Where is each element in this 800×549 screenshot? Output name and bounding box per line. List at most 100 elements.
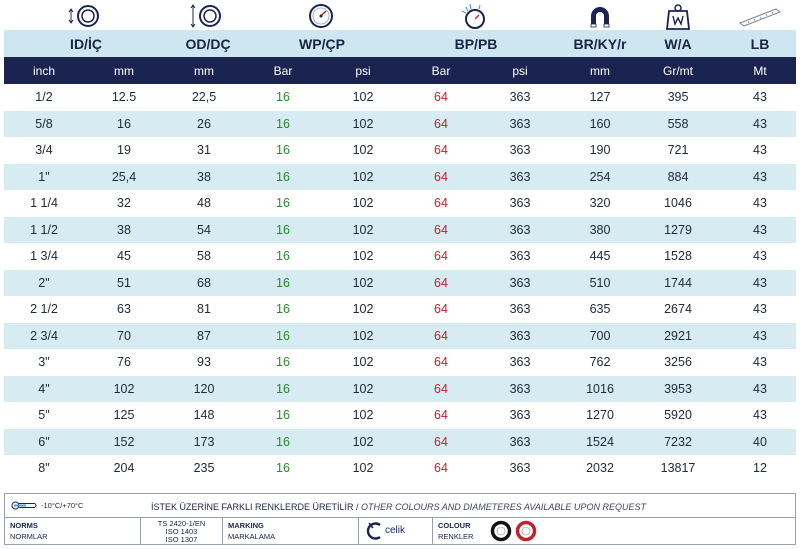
table-cell: 363 [509, 302, 531, 316]
table-row: 4" 102 120 16 102 64 363 1016 3953 43 [4, 375, 796, 402]
bend-radius-magnet-icon [590, 7, 610, 28]
table-cell: 31 [197, 143, 211, 157]
table-cell: 2674 [664, 302, 692, 316]
col-header-id: ID/İÇ [70, 36, 102, 52]
celik-logo-icon [366, 522, 381, 540]
availability-note-tr: İSTEK ÜZERİNE FARKLI RENKLERDE ÜRETİLİR … [151, 502, 359, 512]
table-cell: 16 [276, 143, 290, 157]
standard-item: TS 2420-1/EN [157, 519, 206, 528]
table-cell: 43 [753, 143, 767, 157]
unit-cell: Bar [273, 64, 293, 78]
table-row: 2 3/4 70 87 16 102 64 363 700 2921 43 [4, 322, 796, 349]
outer-diameter-icon [190, 4, 221, 28]
table-row: 1 3/4 45 58 16 102 64 363 445 1528 43 [4, 243, 796, 270]
table-cell: 1" [38, 169, 50, 184]
table-cell: 16 [276, 196, 290, 210]
unit-cell: Mt [753, 64, 767, 78]
col-header-wp: WP/ÇP [299, 36, 345, 52]
table-cell: 43 [753, 275, 767, 290]
table-cell: 64 [434, 116, 448, 131]
table-cell: 127 [589, 90, 611, 104]
table-cell: 45 [117, 249, 131, 263]
table-cell: 12 [753, 461, 767, 475]
table-cell: 26 [197, 116, 211, 131]
table-cell: 16 [276, 408, 290, 422]
table-cell: 5/8 [35, 116, 53, 131]
table-cell: 102 [352, 143, 374, 157]
table-cell: 7232 [664, 434, 692, 449]
temperature-range: -10°C/+70°C [11, 501, 83, 510]
table-cell: 16 [276, 461, 290, 475]
table-row: 2 1/2 63 81 16 102 64 363 635 2674 43 [4, 296, 796, 323]
table-cell: 81 [197, 302, 211, 316]
table-cell: 1524 [586, 434, 614, 449]
table-cell: 43 [753, 90, 767, 104]
unit-cell: mm [114, 64, 134, 78]
table-cell: 1528 [664, 249, 692, 263]
table-cell: 64 [434, 169, 448, 184]
table-cell: 54 [197, 222, 211, 237]
table-cell: 204 [113, 461, 135, 475]
col-header-br: BR/KY/r [573, 36, 627, 52]
table-cell: 43 [753, 222, 767, 237]
norms-label: NORMS [10, 521, 38, 530]
pressure-gauge-icon [309, 4, 333, 28]
table-cell: 32 [117, 196, 131, 210]
table-cell: 64 [434, 302, 448, 316]
table-cell: 102 [352, 222, 374, 237]
colour-label-tr: RENKLER [438, 532, 474, 541]
table-body: 1/2 12.5 22,5 16 102 64 363 127 395 43 5/8 16 26 16 1… [4, 84, 796, 482]
table-cell: 2" [38, 275, 50, 290]
table-cell: 1 1/2 [30, 222, 58, 237]
table-cell: 16 [117, 116, 131, 131]
table-cell: 235 [193, 461, 215, 475]
table-cell: 40 [753, 434, 767, 449]
table-cell: 6" [38, 434, 50, 449]
icon-row [0, 0, 800, 30]
table-cell: 363 [509, 196, 531, 210]
table-cell: 1744 [664, 275, 692, 290]
table-cell: 363 [509, 461, 531, 475]
table-cell: 363 [509, 408, 531, 422]
table-cell: 1 1/4 [30, 196, 58, 210]
table-cell: 3" [38, 355, 50, 369]
table-cell: 721 [667, 143, 689, 157]
table-cell: 2 1/2 [30, 302, 58, 316]
burst-pressure-icon [461, 3, 485, 29]
table-cell: 1279 [664, 222, 692, 237]
table-cell: 64 [434, 275, 448, 290]
table-row: 5/8 16 26 16 102 64 363 160 558 43 [4, 110, 796, 137]
table-cell: 8" [38, 461, 50, 475]
table-cell: 64 [434, 249, 448, 263]
table-cell: 102 [113, 381, 135, 396]
table-cell: 363 [509, 328, 531, 343]
table-cell: 125 [113, 408, 135, 422]
table-cell: 102 [352, 302, 374, 316]
table-cell: 102 [352, 169, 374, 184]
table-row: 8" 204 235 16 102 64 363 2032 13817 12 [4, 455, 796, 482]
table-cell: 43 [753, 328, 767, 343]
colour-cell: COLOUR RENKLER [433, 518, 795, 545]
table-cell: 16 [276, 222, 290, 237]
table-cell: 13817 [660, 461, 696, 475]
table-cell: 445 [589, 249, 611, 263]
table-cell: 3256 [664, 355, 692, 369]
table-cell: 363 [509, 381, 531, 396]
table-cell: 102 [352, 381, 374, 396]
table-cell: 12.5 [111, 90, 137, 104]
temperature-label: -10°C/+70°C [41, 501, 84, 510]
table-cell: 173 [193, 434, 215, 449]
table-cell: 64 [434, 196, 448, 210]
marking-cell: MARKING MARKALAMA [223, 518, 359, 545]
table-cell: 884 [667, 169, 689, 184]
colour-swatch-black-icon [490, 520, 512, 542]
table-cell: 43 [753, 302, 767, 316]
table-cell: 363 [509, 116, 531, 131]
table-cell: 2921 [664, 328, 692, 343]
table-cell: 254 [589, 169, 611, 184]
table-cell: 22,5 [191, 90, 217, 104]
unit-cell: psi [512, 64, 528, 78]
table-cell: 148 [193, 408, 215, 422]
table-cell: 102 [352, 196, 374, 210]
table-cell: 102 [352, 461, 374, 475]
